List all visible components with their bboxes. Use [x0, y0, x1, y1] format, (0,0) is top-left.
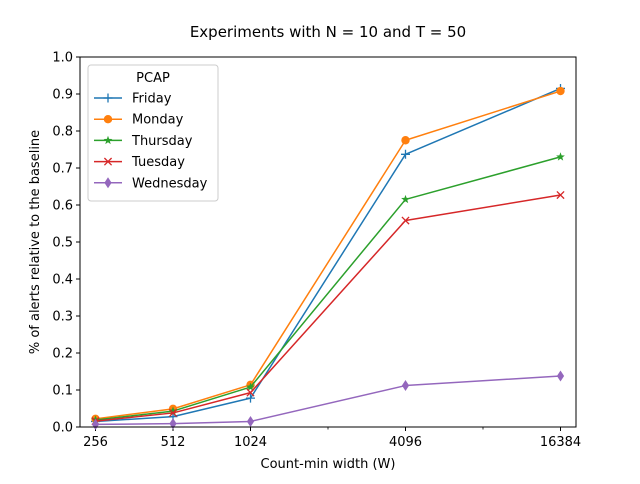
x-tick-label: 256: [83, 435, 108, 450]
legend-marker: [103, 115, 113, 124]
legend-label: Monday: [132, 113, 184, 128]
legend-entry-tuesday: Tuesday: [94, 155, 185, 170]
series-wednesday: [91, 370, 565, 430]
legend-entry-monday: Monday: [94, 113, 184, 128]
legend-entry-thursday: Thursday: [94, 134, 193, 149]
data-point-thursday: [556, 152, 565, 161]
data-point-monday: [401, 136, 410, 145]
data-point-friday: [401, 149, 410, 159]
x-tick-label: 1024: [234, 435, 267, 450]
plot-area-frame: [79, 56, 577, 428]
x-tick-label: 4096: [389, 435, 422, 450]
chart-title: Experiments with N = 10 and T = 50: [190, 23, 466, 41]
x-tick-label: 16384: [540, 435, 581, 450]
data-point-friday: [246, 393, 255, 403]
y-tick-label: 0.8: [52, 125, 73, 140]
legend-marker: [103, 93, 113, 103]
legend-label: Friday: [132, 92, 172, 107]
data-point-wednesday: [556, 370, 565, 382]
data-point-wednesday: [401, 380, 410, 392]
data-point-thursday: [168, 406, 178, 415]
data-point-tuesday: [168, 408, 178, 417]
y-axis-label: % of alerts relative to the baseline: [28, 130, 43, 354]
x-axis-label: Count-min width (W): [261, 457, 396, 472]
data-point-tuesday: [556, 190, 565, 200]
y-tick-label: 0.9: [52, 88, 73, 103]
legend-label: Tuesday: [131, 155, 185, 170]
data-point-tuesday: [401, 216, 410, 225]
data-point-thursday: [401, 194, 410, 204]
data-point-monday: [556, 86, 565, 96]
data-point-wednesday: [246, 415, 255, 427]
y-tick-label: 0.0: [52, 421, 73, 436]
legend-marker: [103, 135, 113, 145]
y-tick-label: 0.1: [52, 384, 73, 399]
legend-label: Thursday: [131, 134, 193, 149]
y-tick-label: 0.5: [52, 236, 73, 251]
legend-title: PCAP: [136, 71, 170, 86]
data-point-tuesday: [246, 388, 255, 397]
y-tick-label: 0.6: [52, 199, 73, 214]
legend-entry-friday: Friday: [94, 92, 172, 107]
legend-marker: [103, 157, 113, 166]
legend-marker: [104, 177, 112, 189]
axis-ticks: 0.0 0.1 0.2 0.3 0.4 0.5 0.6 0.7 0.8 0.9 1.0 256 512 1…: [52, 51, 581, 451]
legend-box: [87, 64, 219, 202]
data-point-wednesday: [91, 418, 100, 430]
legend: PCAP Friday Monday Thursday Tuesday Wednesday: [87, 64, 219, 202]
x-tick-label: 512: [161, 435, 186, 450]
legend-label: Wednesday: [132, 176, 208, 191]
series-tuesday: [91, 190, 565, 426]
series-group: [91, 83, 565, 430]
y-tick-label: 0.7: [52, 162, 73, 177]
series-line-tuesday: [95, 194, 561, 422]
y-tick-label: 0.3: [52, 310, 73, 325]
y-tick-label: 0.2: [52, 347, 73, 362]
data-point-thursday: [246, 382, 255, 391]
y-tick-label: 0.4: [52, 273, 73, 288]
data-point-wednesday: [169, 418, 177, 430]
legend-entry-wednesday: Wednesday: [94, 176, 208, 191]
y-tick-label: 1.0: [52, 51, 73, 66]
